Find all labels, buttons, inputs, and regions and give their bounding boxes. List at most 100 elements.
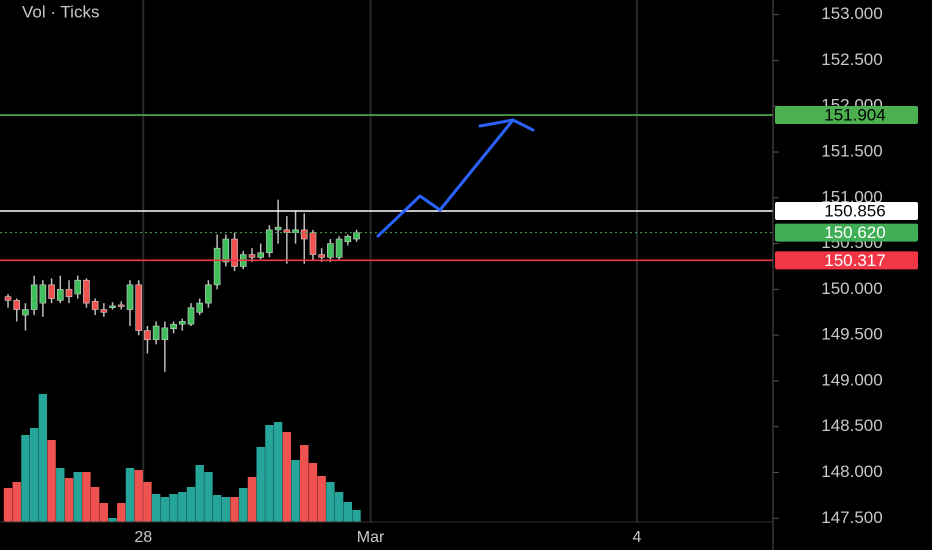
- indicator-label: Vol · Ticks: [22, 2, 99, 21]
- volume-bar: [317, 476, 326, 522]
- price-label-box: [775, 251, 918, 270]
- drawn-arrow: [376, 118, 535, 238]
- candle-body: [187, 307, 195, 325]
- candle-body: [205, 284, 212, 304]
- candle-body: [30, 284, 38, 310]
- price-label-box: [775, 106, 918, 125]
- volume-bar: [108, 518, 117, 522]
- candle-body: [74, 279, 82, 295]
- candle-body: [300, 229, 308, 240]
- y-tick-label: 151.500: [821, 142, 882, 161]
- candle-body: [91, 300, 99, 310]
- candle-body: [344, 235, 352, 243]
- y-tick-label: 150.000: [821, 279, 882, 298]
- candle-body: [353, 232, 360, 240]
- price-label: 151.904: [824, 106, 885, 125]
- candle-body: [83, 279, 90, 304]
- volume-bar: [239, 488, 248, 522]
- volume-bar: [308, 463, 318, 522]
- price-label-box: [775, 223, 918, 242]
- volume-bar: [221, 497, 231, 522]
- volume-bar: [169, 494, 178, 522]
- volume-bar: [21, 435, 30, 522]
- candle-body: [327, 243, 334, 258]
- candle-body: [109, 305, 116, 309]
- volume-bar: [273, 422, 283, 522]
- candle-body: [318, 254, 325, 258]
- volume-bar: [195, 465, 204, 522]
- volume-bar: [186, 487, 196, 522]
- candle-body: [126, 284, 134, 310]
- volume-bar: [160, 497, 170, 522]
- volume-bar: [247, 477, 257, 522]
- drawn-arrow-head: [478, 118, 515, 128]
- volume-bar: [134, 470, 143, 522]
- candle-body: [117, 304, 125, 307]
- volume-bar: [352, 510, 361, 522]
- y-tick-label: 149.000: [821, 370, 882, 389]
- candle-body: [196, 302, 203, 313]
- candle-body: [309, 232, 317, 255]
- y-tick-label: 148.500: [821, 416, 882, 435]
- price-label-box: [775, 201, 918, 220]
- candle-body: [22, 309, 29, 316]
- price-label: 150.856: [824, 201, 885, 220]
- volume-bar: [117, 503, 126, 522]
- price-label: 150.620: [824, 223, 885, 242]
- candle-body: [231, 238, 238, 267]
- price-lines: [0, 114, 773, 262]
- volume-bar: [125, 468, 135, 522]
- volume-pane: [3, 394, 361, 522]
- volume-bar: [291, 460, 300, 522]
- candle-body: [39, 284, 47, 304]
- volume-bar: [38, 394, 48, 522]
- candle-body: [222, 238, 230, 263]
- volume-bar: [90, 487, 100, 522]
- candle-body: [135, 284, 143, 331]
- candle-body: [213, 247, 221, 286]
- x-tick-label: 28: [134, 529, 152, 546]
- volume-bar: [73, 472, 82, 522]
- volume-bar: [334, 492, 344, 522]
- volume-bar: [82, 472, 91, 522]
- volume-bar: [212, 495, 222, 522]
- volume-bar: [326, 482, 335, 522]
- candle-body: [274, 226, 282, 231]
- volume-bar: [265, 425, 274, 522]
- y-tick-label: 149.500: [821, 325, 882, 344]
- volume-bar: [230, 497, 239, 522]
- price-label: 150.317: [824, 251, 885, 270]
- candle-body: [100, 309, 108, 313]
- candle-body: [4, 296, 12, 301]
- volume-bar: [56, 468, 65, 522]
- volume-bar: [47, 440, 56, 522]
- candle-body: [56, 289, 64, 301]
- volume-bar: [256, 447, 265, 522]
- volume-bar: [64, 478, 74, 522]
- volume-bar: [29, 428, 39, 522]
- volume-bar: [300, 445, 309, 522]
- candle-body: [48, 284, 55, 299]
- volume-bar: [143, 482, 152, 522]
- candle-body: [161, 327, 169, 341]
- candle-body: [65, 289, 73, 298]
- candle-body: [170, 323, 177, 330]
- y-tick-label: 147.500: [821, 508, 882, 527]
- candles: [4, 199, 360, 372]
- candle-body: [266, 229, 273, 254]
- volume-bar: [99, 503, 109, 522]
- volume-bar: [282, 432, 292, 522]
- volume-bar: [151, 494, 161, 522]
- volume-bar: [204, 472, 213, 522]
- y-tick-label: 153.000: [821, 4, 882, 23]
- x-tick-label: 4: [632, 529, 641, 546]
- y-tick-label: 151.000: [821, 187, 882, 206]
- candle-body: [178, 321, 186, 325]
- volume-bar: [12, 482, 21, 522]
- candle-body: [152, 325, 160, 341]
- candle-body: [144, 330, 151, 341]
- x-tick-label: Mar: [357, 529, 385, 546]
- price-axis: 28 Mar 4 147.500 148.000 148.500 149.000 149.50…: [134, 4, 918, 546]
